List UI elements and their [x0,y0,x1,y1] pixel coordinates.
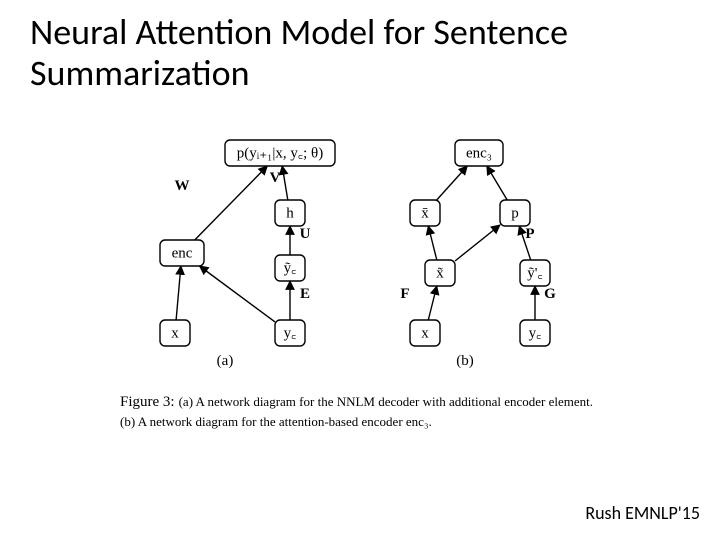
subfigure-label: (a) [217,353,234,369]
edge-label: W [175,178,190,194]
caption-prefix: Figure 3: [120,394,175,410]
edge-label: V [270,170,281,186]
diagram-edge [487,166,507,200]
diagram-node-label: p [511,205,519,221]
diagram-node-label: ỹ꜀ [284,260,297,276]
citation: Rush EMNLP'15 [585,502,700,524]
caption-body-b: (b) A network diagram for the attention-… [120,414,432,429]
page-title: Neural Attention Model for Sentence Summ… [30,12,670,95]
diagram-edge [428,286,437,320]
diagram-node-label: h [286,205,294,221]
diagram-node-label: y꜀ [284,325,297,341]
diagram-node-label: p(yᵢ₊₁|x, y꜀; θ) [237,145,323,161]
diagram-edge [195,166,268,240]
caption-body-a: (a) A network diagram for the NNLM decod… [179,394,593,409]
diagram-node-label: enc [172,245,193,261]
diagram-node-label: x̃ [436,265,444,281]
edge-label: U [300,226,311,242]
diagram-node-label: x̄ [421,205,429,221]
edge-label: G [544,286,556,302]
diagram-node-label: ỹ'꜀ [527,265,542,281]
diagram-node-label: x [171,325,179,341]
diagram-edge [176,266,181,320]
diagram-edge [455,225,500,261]
edge-label: E [300,286,310,302]
edge-label: F [400,286,409,302]
subfigure-label: (b) [456,353,474,369]
edge-label: P [525,226,534,242]
figure-caption: Figure 3: (a) A network diagram for the … [120,392,600,432]
diagram-edge [437,166,468,200]
diagram-edge [282,166,288,200]
network-diagram: W V U E P F Gp(yᵢ₊₁|x, y꜀; θ) h enc ỹ꜀ x y꜀ enc₃ x̄ p x… [120,120,600,380]
diagram-node-label: x [421,325,429,341]
figure-wrap: W V U E P F Gp(yᵢ₊₁|x, y꜀; θ) h enc ỹ꜀ x y꜀ enc₃ x̄ p x… [120,120,600,432]
diagram-node-label: enc₃ [466,145,492,161]
diagram-edge [428,226,437,260]
diagram-node-label: y꜀ [529,325,542,341]
diagram-edge [200,266,276,322]
